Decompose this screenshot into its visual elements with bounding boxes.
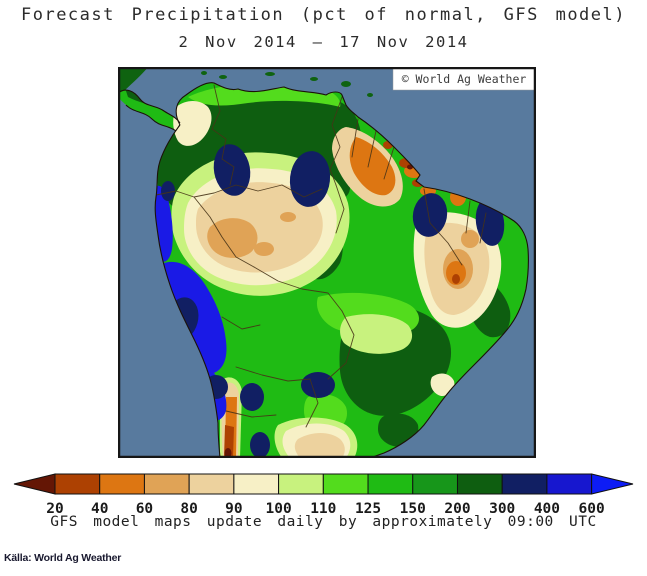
country-borders [155, 84, 487, 428]
colorbar-legend: 20 40 60 80 90 100 110 125 150 200 300 400 600 [8, 472, 647, 518]
colorbar-segment [54, 473, 101, 495]
colorbar-arrow-left [13, 473, 56, 495]
colorbar-label: 110 [310, 501, 336, 517]
map-date-range: 2 Nov 2014 – 17 Nov 2014 [178, 33, 469, 51]
colorbar-segment [456, 473, 503, 495]
colorbar-segment [143, 473, 190, 495]
colorbar-segment [278, 473, 324, 495]
update-caption: GFS model maps update daily by approxima… [50, 514, 597, 530]
colorbar-label: 60 [136, 501, 153, 517]
caribbean-islands [201, 71, 373, 97]
colorbar-segment [188, 473, 235, 495]
colorbar-label: 100 [265, 501, 291, 517]
precipitation-map: © World Ag Weather [117, 66, 537, 459]
source-attribution: Källa: World Ag Weather [4, 552, 122, 564]
colorbar-segment [99, 473, 145, 495]
map-title: Forecast Precipitation (pct of normal, G… [20, 5, 626, 25]
watermark-box: © World Ag Weather [392, 66, 537, 91]
watermark-text: © World Ag Weather [402, 72, 527, 86]
region-navy [161, 144, 505, 458]
colorbar-label: 40 [91, 501, 108, 517]
colorbar-label: 200 [444, 501, 470, 517]
central-america-corner [118, 67, 148, 95]
colorbar-segment [322, 473, 369, 495]
colorbar-label: 20 [46, 501, 63, 517]
colorbar-segment [367, 473, 414, 495]
colorbar-label: 90 [225, 501, 242, 517]
colorbar-segment [412, 473, 458, 495]
colorbar-label: 125 [355, 501, 381, 517]
colorbar-label: 300 [489, 501, 515, 517]
colorbar-segment [501, 473, 548, 495]
colorbar-segment [546, 473, 593, 495]
map-frame [117, 66, 537, 459]
colorbar-label: 600 [579, 501, 605, 517]
colorbar-arrow-right [591, 473, 634, 495]
south-america-map-svg: © World Ag Weather [117, 66, 537, 459]
colorbar-segment [233, 473, 280, 495]
colorbar-label: 150 [400, 501, 426, 517]
colorbar-svg: 20 40 60 80 90 100 110 125 150 200 300 400 600 [13, 473, 634, 517]
colorbar-label: 80 [180, 501, 197, 517]
coastline [117, 82, 529, 459]
colorbar-label: 400 [534, 501, 560, 517]
